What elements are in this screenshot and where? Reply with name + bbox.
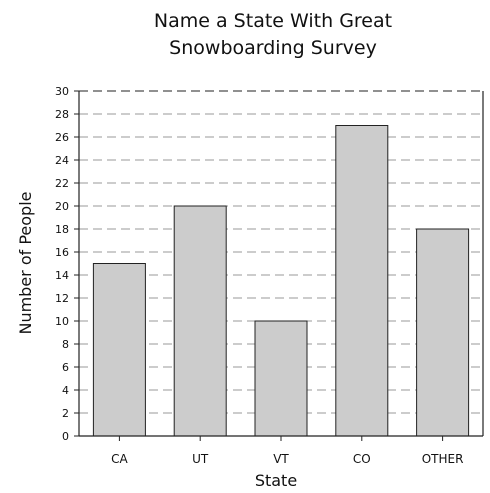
bar-co [336,126,388,437]
bar-vt [255,321,307,436]
x-tick-label: CO [353,452,371,466]
y-axis-label: Number of People [16,191,35,334]
y-tick-label: 4 [62,384,69,397]
y-tick-label: 28 [55,108,69,121]
x-tick-label: UT [192,452,209,466]
y-tick-label: 26 [55,131,69,144]
bar-other [417,229,469,436]
y-tick-label: 18 [55,223,69,236]
bar-ut [174,206,226,436]
y-tick-label: 24 [55,154,69,167]
y-tick-label: 22 [55,177,69,190]
y-tick-label: 6 [62,361,69,374]
y-tick-label: 10 [55,315,69,328]
x-tick-label: CA [111,452,128,466]
y-tick-label: 30 [55,85,69,98]
y-tick-label: 2 [62,407,69,420]
y-tick-label: 20 [55,200,69,213]
chart-title-line-1: Name a State With Great [154,10,392,32]
y-tick-label: 14 [55,269,69,282]
x-tick-labels: CA UT VT CO OTHER [111,452,463,466]
bar-ca [93,264,145,437]
chart-title-line-2: Snowboarding Survey [169,37,377,59]
bars [93,126,468,437]
x-tick-label: OTHER [422,452,464,466]
x-tick-label: VT [273,452,289,466]
y-tick-label: 8 [62,338,69,351]
y-tick-label: 16 [55,246,69,259]
y-tick-label: 12 [55,292,69,305]
x-axis-label: State [255,471,297,490]
y-tick-label: 0 [62,430,69,443]
